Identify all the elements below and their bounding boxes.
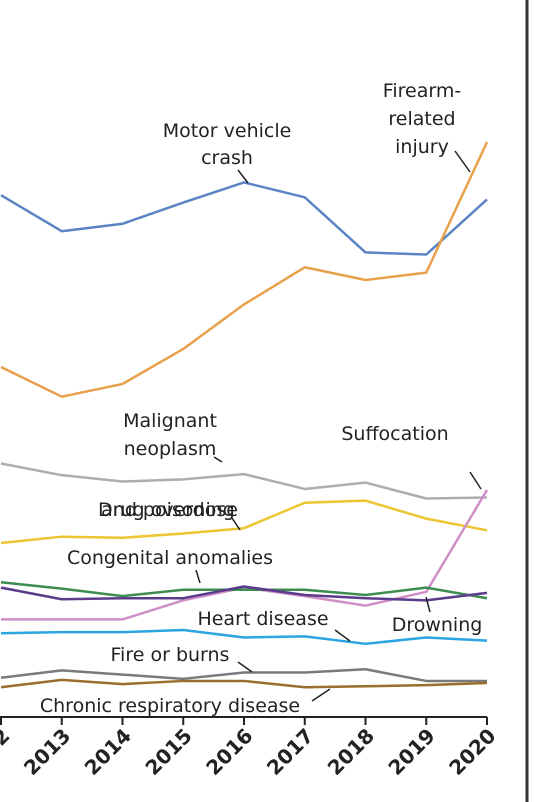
- series-label: Congenital anomalies: [67, 547, 273, 569]
- x-tick-label: 2019: [383, 724, 439, 780]
- leader-line: [195, 569, 201, 584]
- series-label: Firearm-: [383, 80, 461, 102]
- x-tick-label: 2020: [444, 724, 500, 780]
- x-tick-label: 2012: [0, 724, 15, 780]
- leader-line: [231, 517, 241, 531]
- series-label: Chronic respiratory disease: [40, 695, 300, 717]
- series-label: injury: [395, 136, 449, 158]
- series-label: and poisoning: [101, 499, 235, 521]
- series-label: Suffocation: [341, 423, 448, 445]
- series-line: [0, 678, 488, 689]
- series-line: [0, 628, 488, 646]
- series-label: Malignant: [123, 410, 217, 432]
- series-label: neoplasm: [124, 438, 217, 460]
- series-line: [0, 499, 488, 545]
- leader-line: [311, 688, 331, 702]
- leader-line: [334, 629, 351, 642]
- series-label: Fire or burns: [111, 644, 230, 666]
- leader-line: [469, 471, 482, 490]
- series-label: Heart disease: [197, 608, 328, 630]
- x-tick-label: 2017: [262, 724, 318, 780]
- series-line: [0, 581, 488, 600]
- series-label: Drug overdose: [98, 499, 238, 521]
- x-tick-label: 2014: [80, 724, 136, 780]
- series-line: [0, 668, 487, 683]
- series-label: crash: [201, 147, 253, 169]
- series-label: related: [388, 108, 455, 130]
- x-tick-label: 2018: [323, 724, 379, 780]
- leader-line: [213, 456, 223, 463]
- series-label: Motor vehicle: [163, 120, 292, 142]
- series-line: [0, 585, 488, 602]
- leader-line: [425, 596, 431, 613]
- x-tick-label: 2013: [19, 724, 75, 780]
- series-line: [0, 462, 488, 500]
- series-line: [0, 181, 488, 256]
- series-label: Drowning: [392, 614, 483, 636]
- series-line: [0, 141, 489, 398]
- leader-line: [237, 661, 253, 673]
- x-tick-label: 2015: [140, 724, 196, 780]
- leader-line: [237, 169, 249, 184]
- leader-line: [454, 150, 471, 173]
- x-tick-label: 2016: [201, 724, 257, 780]
